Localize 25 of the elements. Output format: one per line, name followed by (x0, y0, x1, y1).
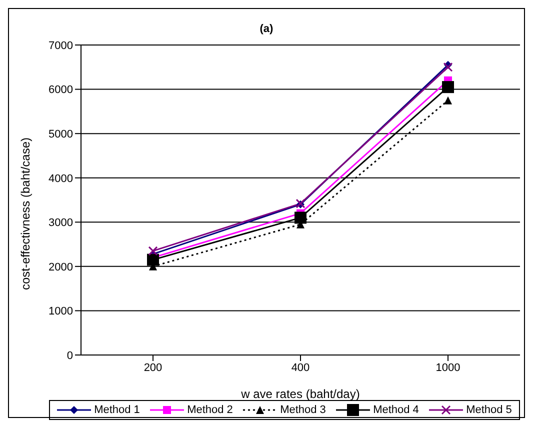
legend-label: Method 2 (186, 403, 233, 417)
legend-label: Method 4 (372, 403, 419, 417)
point (444, 96, 452, 104)
y-tick-label: 0 (66, 350, 73, 362)
x-axis-title: w ave rates (baht/day) (240, 387, 360, 401)
y-tick-label: 6000 (48, 84, 73, 96)
y-axis-title: cost-effectivness (baht/case) (18, 137, 32, 290)
point (443, 62, 453, 72)
x-tick-label: 400 (291, 362, 310, 374)
y-tick-label: 5000 (48, 128, 73, 140)
point (294, 212, 306, 224)
point (147, 254, 159, 266)
y-tick-label: 2000 (48, 261, 73, 274)
chart-title: (a) (258, 23, 274, 35)
legend-label: Method 1 (93, 403, 140, 417)
y-tick-label: 3000 (48, 217, 73, 230)
y-tick-label: 4000 (48, 172, 73, 185)
x-tick-label: 1000 (436, 362, 460, 374)
legend-label: Method 5 (465, 403, 512, 417)
legend-label: Method 3 (279, 403, 326, 417)
point (442, 81, 454, 94)
point (148, 246, 158, 256)
y-tick-label: 1000 (48, 306, 73, 318)
x-tick-label: 200 (144, 362, 162, 374)
y-tick-label: 7000 (48, 40, 73, 52)
